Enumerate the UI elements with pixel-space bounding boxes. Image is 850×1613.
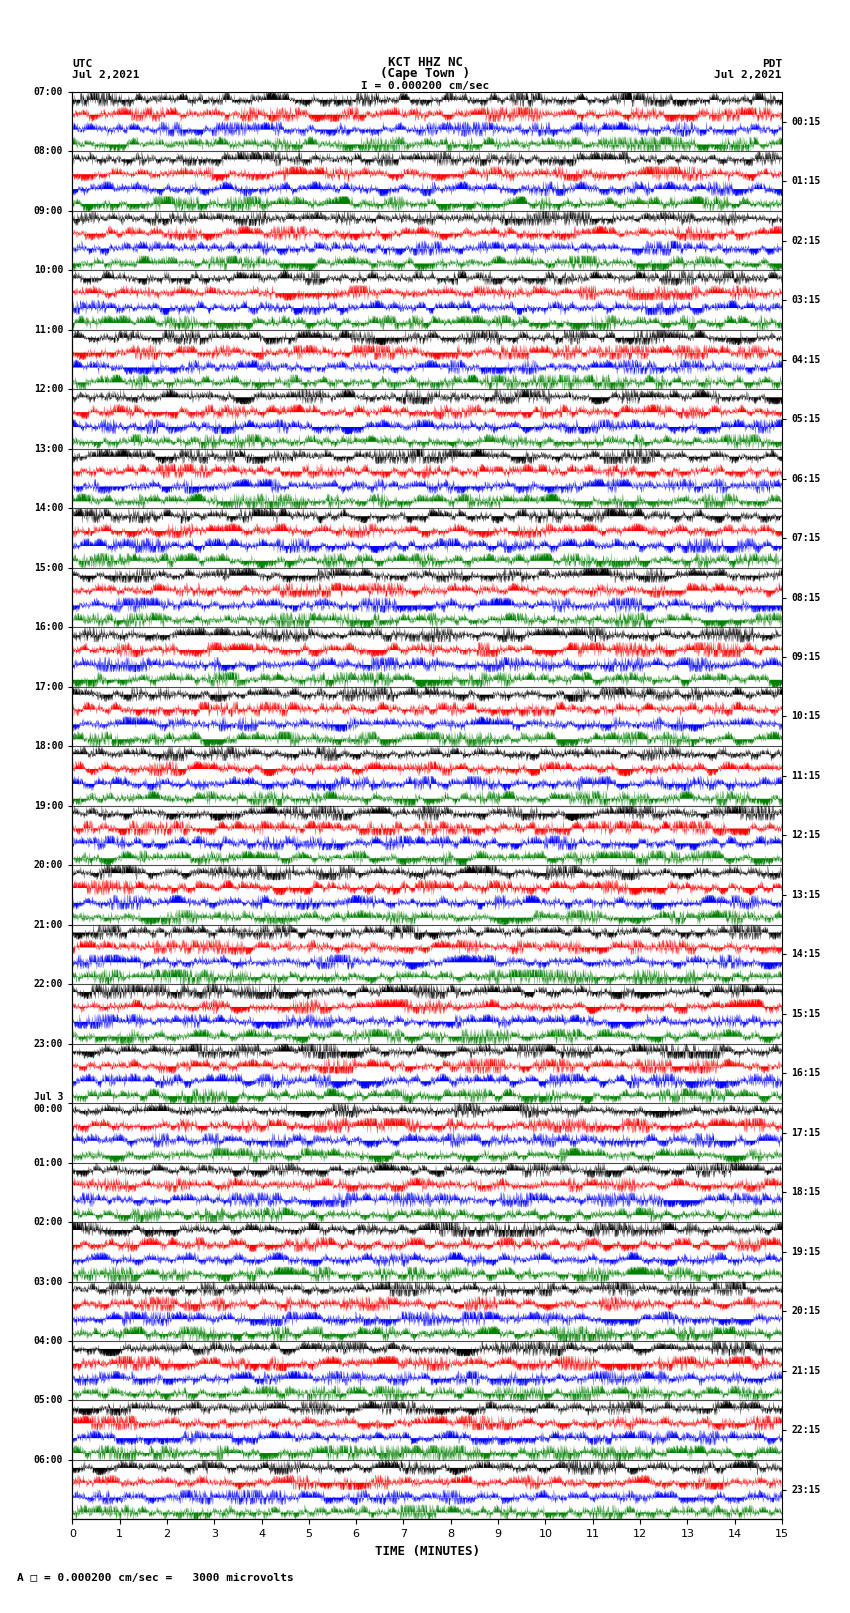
- Text: PDT: PDT: [762, 58, 782, 69]
- Text: A □ = 0.000200 cm/sec =   3000 microvolts: A □ = 0.000200 cm/sec = 3000 microvolts: [17, 1573, 294, 1582]
- X-axis label: TIME (MINUTES): TIME (MINUTES): [375, 1545, 479, 1558]
- Text: Jul 2,2021: Jul 2,2021: [715, 69, 782, 79]
- Text: KCT HHZ NC: KCT HHZ NC: [388, 55, 462, 69]
- Text: I = 0.000200 cm/sec: I = 0.000200 cm/sec: [361, 81, 489, 90]
- Text: (Cape Town ): (Cape Town ): [380, 66, 470, 79]
- Text: UTC: UTC: [72, 58, 93, 69]
- Text: Jul 2,2021: Jul 2,2021: [72, 69, 139, 79]
